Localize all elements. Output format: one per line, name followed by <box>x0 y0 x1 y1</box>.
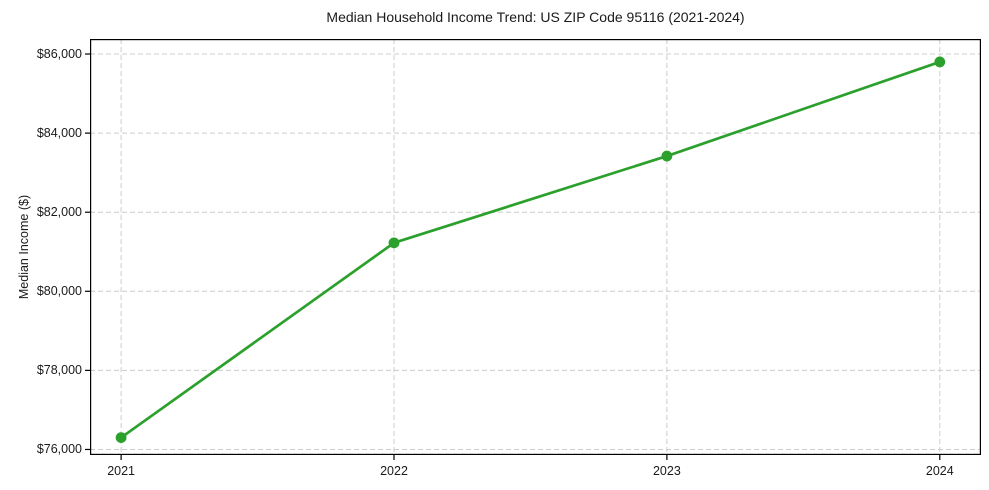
y-tick-label: $82,000 <box>36 205 82 220</box>
y-tick-label: $76,000 <box>36 442 82 457</box>
data-point <box>934 56 946 68</box>
y-tick-label: $86,000 <box>36 47 82 62</box>
axis-spines <box>90 39 981 455</box>
y-tick-label: $84,000 <box>36 126 82 141</box>
data-point <box>115 432 127 444</box>
data-point <box>388 237 400 249</box>
gridlines <box>90 39 981 455</box>
x-tick-label: 2023 <box>652 464 681 478</box>
chart-title: Median Household Income Trend: US ZIP Co… <box>326 9 745 25</box>
x-tick-label: 2024 <box>925 464 954 478</box>
x-tick-label: 2021 <box>107 464 136 478</box>
data-point <box>661 150 673 162</box>
y-tick-label: $78,000 <box>36 363 82 378</box>
plot-area <box>85 39 981 460</box>
tick-marks <box>85 53 941 460</box>
data-line <box>119 60 942 439</box>
y-tick-label: $80,000 <box>36 284 82 299</box>
x-tick-label: 2022 <box>380 464 408 478</box>
data-points <box>115 56 946 444</box>
